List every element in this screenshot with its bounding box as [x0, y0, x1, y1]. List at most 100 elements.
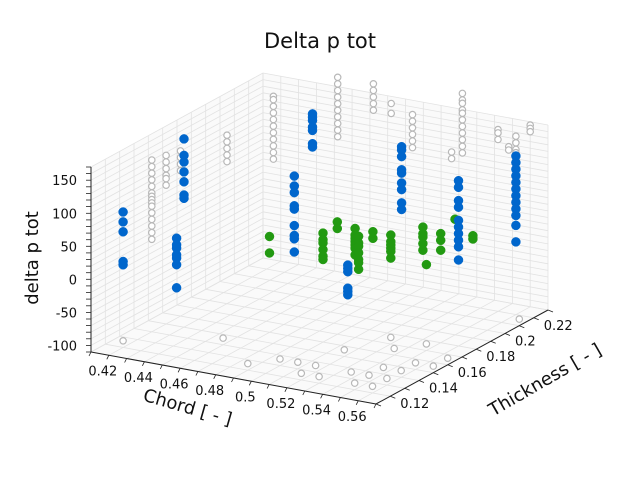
gray-open-point	[333, 93, 342, 101]
wall-grid-line	[262, 244, 549, 298]
x-tick-label: 0.48	[195, 384, 224, 399]
gray-open-point	[269, 148, 278, 157]
wall-grid-line	[262, 251, 549, 304]
wall-grid-line	[90, 138, 264, 234]
gray-open-point	[148, 156, 156, 164]
gray-open-point	[315, 372, 323, 381]
floor-grid-line	[219, 281, 506, 334]
blue-point	[307, 142, 318, 152]
floor-grid-line	[105, 343, 391, 397]
gray-open-point	[386, 333, 395, 342]
green-point	[421, 259, 432, 270]
gray-open-point	[397, 366, 406, 375]
gray-open-point	[223, 144, 231, 153]
gray-open-point	[526, 127, 535, 136]
floor-grid-line	[205, 288, 491, 342]
x-tick-label: 0.5	[235, 390, 256, 405]
x-tick-mark	[338, 397, 341, 402]
wall-grid-line	[90, 72, 264, 168]
wall-grid-line	[262, 171, 549, 225]
gray-open-point	[429, 362, 438, 370]
floor-grid-line	[162, 312, 448, 366]
gray-open-point	[383, 374, 391, 383]
x-tick-mark	[177, 368, 181, 373]
gray-open-point	[293, 358, 302, 367]
green-point	[435, 235, 446, 246]
blue-point	[179, 157, 189, 167]
wall-grid-line	[262, 72, 549, 126]
gray-open-point	[269, 95, 278, 104]
gray-open-point	[447, 148, 456, 156]
wall-grid-line	[90, 92, 264, 188]
floor-grid-line	[119, 335, 405, 389]
gray-open-point	[269, 155, 278, 163]
blue-point	[118, 260, 128, 270]
z-tick-label: 100	[52, 207, 77, 222]
gray-open-point	[408, 117, 417, 126]
y-tick-mark	[490, 340, 496, 344]
blue-point	[511, 220, 521, 231]
gray-open-point	[333, 106, 342, 115]
y-tick-label: 0.14	[429, 382, 458, 397]
chart-title: Delta p tot	[264, 29, 376, 53]
x-tick-mark	[106, 355, 110, 360]
gray-open-point	[408, 130, 417, 139]
gray-open-point	[458, 109, 467, 118]
y-tick-mark	[390, 395, 396, 399]
blue-point	[343, 290, 353, 300]
y-tick-label: 0.22	[544, 319, 573, 334]
green-point	[418, 245, 428, 255]
y-tick-mark	[461, 356, 468, 360]
wall-grid-line	[262, 198, 549, 251]
green-point	[332, 223, 343, 234]
wall-grid-line	[262, 211, 549, 265]
green-point	[368, 233, 378, 244]
y-tick-mark	[476, 348, 482, 352]
blue-point	[396, 151, 407, 162]
wall-grid-line	[262, 151, 549, 205]
gray-open-point	[223, 151, 231, 159]
y-tick-mark	[447, 364, 453, 368]
blue-point	[289, 204, 300, 214]
gray-open-point	[447, 154, 456, 163]
x-tick-mark	[142, 361, 145, 366]
gray-open-point	[162, 158, 170, 166]
gray-open-point	[333, 73, 342, 82]
wall-grid-line	[90, 112, 264, 207]
gray-open-point	[148, 215, 156, 224]
gray-open-point	[458, 142, 467, 151]
gray-open-point	[148, 209, 156, 217]
blue-point	[396, 184, 407, 195]
wall-grid-line	[90, 158, 264, 254]
grid-lines	[90, 72, 549, 405]
x-tick-mark	[320, 394, 323, 399]
gray-open-point	[223, 138, 231, 146]
floor-grid-line	[176, 304, 463, 358]
x-tick-label: 0.44	[124, 371, 153, 386]
blue-point	[396, 168, 407, 178]
x-tick-label: 0.52	[266, 397, 295, 412]
gray-open-point	[390, 344, 399, 353]
gray-open-point	[119, 336, 127, 345]
gray-open-point	[458, 135, 467, 144]
wall-grid-line	[262, 92, 549, 146]
blue-point	[118, 217, 128, 227]
gray-open-point	[219, 334, 227, 342]
y-tick-mark	[418, 380, 425, 383]
wall-grid-line	[90, 224, 264, 320]
y-tick-label: 0.16	[458, 366, 487, 381]
gray-open-point	[515, 315, 524, 323]
gray-open-point	[269, 115, 278, 124]
gray-open-point	[333, 80, 342, 88]
wall-grid-line	[90, 178, 264, 274]
blue-point	[511, 210, 521, 221]
y-tick-mark	[375, 403, 382, 407]
x-tick-mark	[195, 371, 199, 376]
x-tick-label: 0.46	[160, 377, 189, 392]
blue-point	[307, 125, 318, 136]
gray-open-point	[494, 129, 502, 137]
gray-open-point	[148, 202, 156, 211]
wall-grid-line	[90, 125, 264, 221]
x-tick-mark	[355, 400, 359, 405]
x-tick-mark	[231, 377, 234, 383]
